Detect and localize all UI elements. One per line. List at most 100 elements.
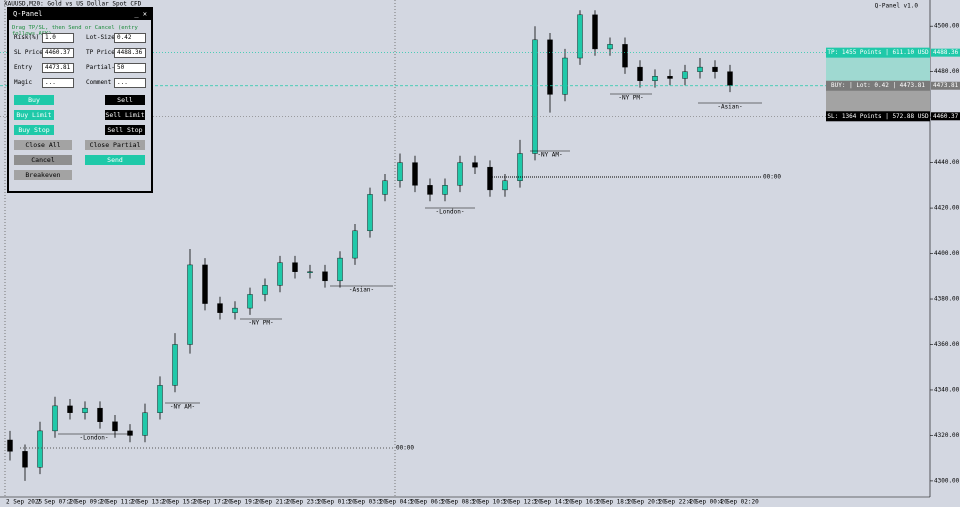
candle-body [547,39,553,95]
field-input[interactable]: 1.0 [42,33,74,43]
x-tick-label: 2 Sep 21:20 [254,499,294,506]
button[interactable]: Buy Stop [14,125,54,135]
candle-body [652,76,658,81]
candle-body [382,180,388,195]
candle-body [457,162,463,186]
candle-body [682,71,688,79]
session-label: 00:00 [763,174,781,181]
button[interactable]: Close All [14,140,72,150]
panel-hint: Drag TP/SL, then Send or Cancel (entry f… [12,25,138,37]
candle-body [667,76,673,79]
field-input[interactable]: 50 [114,63,146,73]
candle-body [367,194,373,232]
field-label: Entry [14,64,33,71]
entry-box-text: BUY: | Lot: 0.42 | 4473.81 [831,82,925,89]
button[interactable]: Breakeven [14,170,72,180]
candle-body [22,451,28,468]
candle-body [592,14,598,50]
q-panel: Q-Panel _ ✕ Drag TP/SL, then Send or Canc… [7,7,153,193]
button[interactable]: Send [85,155,145,165]
field-input[interactable]: 4460.37 [42,48,74,58]
y-tick-label: 4400.00 [934,250,960,257]
y-tick-label: 4380.00 [934,296,960,303]
candle-body [202,264,208,304]
candle-body [532,39,538,154]
x-tick-label: 3 Sep 14:20 [533,499,573,506]
x-tick-label: 3 Sep 08:20 [440,499,480,506]
x-tick-label: 3 Sep 10:20 [471,499,511,506]
x-tick-label: 3 Sep 03:20 [347,499,387,506]
field-input[interactable]: ... [42,78,74,88]
field-label: Magic [14,79,33,86]
session-label: -Asian- [717,104,742,111]
y-tick-label: 4440.00 [934,159,960,166]
x-tick-label: 3 Sep 06:20 [409,499,449,506]
x-tick-label: 4 Sep 00:20 [688,499,728,506]
candle-body [157,385,163,413]
y-tick-label: 4320.00 [934,432,960,439]
candle-body [712,66,718,72]
field-label: Partial-% [86,64,119,71]
candle-body [37,430,43,468]
candle-body [412,162,418,186]
tp-box [826,47,930,58]
x-tick-label: 2 Sep 13:20 [130,499,170,506]
field-input[interactable]: 4473.81 [42,63,74,73]
window-controls[interactable]: _ ✕ [134,10,147,18]
candle-body [172,344,178,386]
button[interactable]: Close Partial [85,140,145,150]
x-tick-label: 3 Sep 12:20 [502,499,542,506]
candle-body [562,57,568,95]
session-label: -NY PM- [248,320,273,327]
candle-body [262,285,268,295]
candle-body [322,271,328,282]
x-tick-label: 2 Sep 11:20 [99,499,139,506]
candle-body [112,421,118,432]
button[interactable]: Sell Limit [105,110,145,120]
field-label: Lot-Size [86,34,115,41]
session-label: -London- [436,209,465,216]
field-input[interactable]: 4488.36 [114,48,146,58]
x-tick-label: 3 Sep 22:20 [657,499,697,506]
candle-body [337,257,343,282]
candle-body [697,66,703,72]
y-tick-label: 4480.00 [934,68,960,75]
candle-body [187,264,193,345]
x-tick-label: 2 Sep 17:20 [192,499,232,506]
tp-zone [826,52,930,86]
x-tick-label: 3 Sep 04:20 [378,499,418,506]
x-tick-label: 4 Sep 02:20 [719,499,759,506]
entry-price: 4473.81 [933,82,959,89]
indicator-name: Q-Panel v1.0 [875,3,919,10]
candle-body [502,180,508,191]
sl-zone [826,85,930,117]
x-tick-label: 3 Sep 16:20 [564,499,604,506]
button[interactable]: Sell Stop [105,125,145,135]
candle-body [232,307,238,313]
candle-body [307,271,313,273]
sl-box [826,111,930,122]
tp-price: 4488.36 [933,49,959,56]
candle-body [127,430,133,436]
x-tick-label: 3 Sep 01:20 [316,499,356,506]
y-tick-label: 4500.00 [934,23,960,30]
y-tick-label: 4300.00 [934,477,960,484]
candle-body [487,166,493,191]
button[interactable]: Cancel [14,155,72,165]
button[interactable]: Buy Limit [14,110,54,120]
button[interactable]: Buy [14,95,54,105]
candle-body [7,439,13,452]
y-tick-label: 4420.00 [934,205,960,212]
field-input[interactable]: 0.42 [114,33,146,43]
field-input[interactable]: ... [114,78,146,88]
button[interactable]: Sell [105,95,145,105]
candle-body [427,185,433,195]
sl-box-text: SL: 1364 Points | 572.88 USD [827,113,929,120]
candle-body [217,303,223,313]
candle-body [472,162,478,168]
symbol: XAUUSD,M20: Gold vs US Dollar Spot CFD [4,1,142,8]
candle-body [352,230,358,259]
x-tick-label: 2 Sep 2025 [6,499,43,506]
candle-body [247,294,253,309]
x-tick-label: 2 Sep 15:20 [161,499,201,506]
